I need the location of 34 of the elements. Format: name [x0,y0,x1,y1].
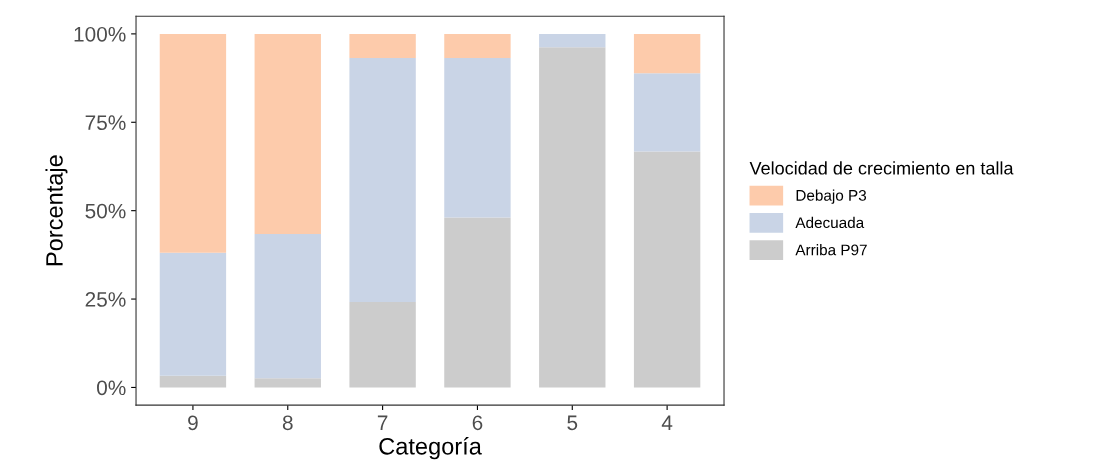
bar [254,234,321,379]
bar [539,47,606,388]
bar [633,151,701,388]
y-tick-label: 100% [74,26,126,42]
y-axis-title: Porcentaje [45,155,68,266]
y-tick-label: 25% [85,292,126,307]
bar [633,73,701,152]
x-axis-title: Categoría [379,437,482,460]
y-tick-label: 0% [97,380,126,396]
bar [444,33,511,58]
bar [159,252,227,376]
bar [444,217,511,388]
legend-label: Debajo P3 [796,189,867,204]
legend-label: Arriba P97 [795,244,867,256]
x-tick-label: 5 [567,415,578,431]
bar [349,301,416,388]
bar [159,33,227,253]
bar [349,57,416,302]
legend-label: Adecuada [795,216,865,229]
bar [254,33,321,234]
bar [159,375,227,388]
y-tick-label: 50% [85,203,126,219]
x-tick-label: 4 [661,415,673,430]
bar [633,33,701,74]
x-tick-label: 6 [472,415,483,431]
y-tick-label: 75% [85,115,126,131]
legend-title: Velocidad de crecimiento en talla [749,161,1014,175]
bar [444,57,511,218]
bar [349,33,416,58]
bar [539,33,606,48]
bar [254,378,321,388]
x-tick-label: 8 [282,415,293,431]
x-tick-label: 9 [188,415,198,431]
x-tick-label: 7 [377,415,388,430]
